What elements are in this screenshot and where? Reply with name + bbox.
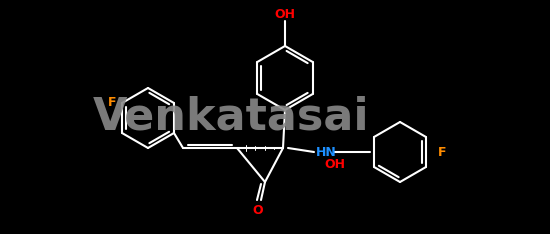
Text: O: O bbox=[252, 204, 263, 216]
Text: F: F bbox=[438, 146, 446, 158]
Text: OH: OH bbox=[324, 158, 345, 172]
Text: OH: OH bbox=[274, 7, 295, 21]
Text: HN: HN bbox=[316, 146, 337, 158]
Text: F: F bbox=[108, 96, 116, 110]
Text: Venkatasai: Venkatasai bbox=[93, 95, 369, 139]
